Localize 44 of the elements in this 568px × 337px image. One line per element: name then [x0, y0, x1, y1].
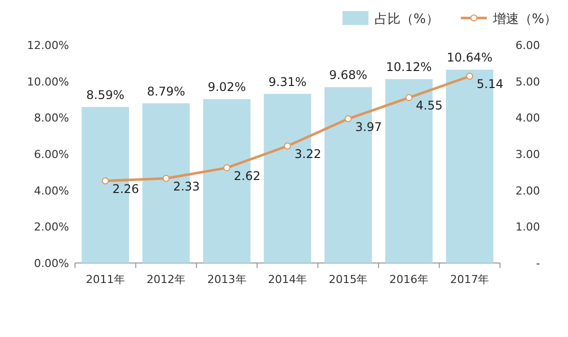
point: [284, 142, 291, 150]
data-label: 2.62: [234, 168, 261, 183]
legend-label: 占比（%）: [374, 12, 439, 27]
y2-tick-label: 6.00: [516, 39, 540, 52]
y2-tick-label: 3.00: [516, 148, 540, 161]
point: [162, 174, 170, 182]
data-label: 8.79%: [147, 84, 186, 98]
y-tick-label: 10.00%: [27, 75, 69, 88]
data-label: 2.26: [112, 182, 140, 196]
y2-tick-label: 2.00: [516, 184, 540, 198]
x-tick-label: 2012年: [146, 273, 186, 286]
data-label: 4.55: [416, 98, 443, 113]
data-label: 5.14: [476, 77, 504, 92]
data-label: 2.33: [173, 179, 200, 194]
x-tick-label: 2015年: [328, 273, 368, 286]
y-tick-label: 12.00%: [27, 39, 69, 52]
point: [405, 94, 412, 102]
x-tick-label: 2017年: [450, 273, 490, 286]
y2-tick-label: -: [536, 257, 540, 270]
data-label: 3.22: [294, 147, 322, 162]
y-tick-label: 0.00%: [34, 257, 69, 270]
y2-tick-label: 5.00: [516, 75, 540, 88]
y-tick-label: 2.00%: [34, 220, 69, 234]
data-label: 3.97: [355, 120, 382, 134]
point: [102, 177, 109, 184]
y-tick-label: 8.00%: [34, 112, 69, 125]
legend-label: 增速（%）: [492, 12, 558, 27]
x-tick-label: 2013年: [207, 273, 246, 286]
data-label: 8.59%: [86, 88, 124, 102]
x-tick-label: 2016年: [389, 273, 428, 286]
point: [223, 164, 230, 172]
x-tick-label: 2011年: [86, 273, 125, 286]
x-tick-label: 2014年: [268, 273, 307, 286]
point: [466, 72, 474, 80]
data-label: 9.02%: [208, 80, 246, 94]
data-label: 10.12%: [386, 60, 432, 74]
point: [344, 115, 352, 122]
y-tick-label: 4.00%: [34, 184, 69, 198]
y-tick-label: 6.00%: [34, 148, 69, 161]
y2-tick-label: 4.00: [516, 112, 540, 125]
y2-tick-label: 1.00: [516, 220, 540, 234]
data-label: 9.31%: [268, 74, 307, 89]
data-label: 10.64%: [446, 50, 493, 65]
data-label: 9.68%: [329, 68, 368, 82]
